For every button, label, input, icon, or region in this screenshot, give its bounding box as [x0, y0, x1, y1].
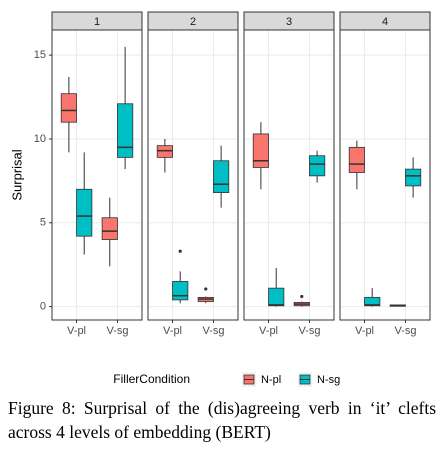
outlier	[178, 249, 182, 253]
box	[213, 160, 230, 194]
x-tick-label: V-sg	[298, 325, 320, 337]
box	[252, 133, 269, 168]
outlier	[300, 294, 304, 299]
box	[405, 168, 422, 187]
facet-title: 4	[382, 16, 388, 28]
x-tick-label: V-pl	[163, 325, 182, 337]
x-tick-label: V-pl	[67, 325, 86, 337]
facet-title: 3	[286, 16, 292, 28]
y-tick-label: 5	[40, 217, 46, 229]
panel-border	[147, 29, 239, 321]
box	[156, 145, 173, 158]
box	[309, 155, 326, 177]
x-tick-label: V-pl	[355, 325, 374, 337]
legend-label: N-sg	[317, 374, 340, 386]
panel-border	[339, 29, 431, 321]
chart: Surprisal FillerCondition 0 5 10 15 1 V-pl V-s…	[9, 11, 431, 387]
x-tick-label: V-sg	[106, 325, 128, 337]
outlier	[204, 287, 208, 291]
box	[364, 296, 381, 307]
panel-border	[51, 29, 143, 321]
y-tick-label: 10	[34, 133, 46, 145]
y-axis-label: Surprisal	[9, 149, 24, 200]
caption: Figure 8: Surprisal of the (dis)agreeing…	[8, 398, 436, 442]
box	[101, 217, 118, 240]
panel-border	[243, 29, 335, 321]
x-tick-label: V-pl	[259, 325, 278, 337]
legend-title: FillerCondition	[113, 372, 190, 386]
box	[268, 287, 285, 307]
box	[172, 281, 189, 301]
box	[348, 146, 365, 173]
x-tick-label: V-sg	[202, 325, 224, 337]
panel	[52, 30, 142, 320]
box	[76, 188, 93, 237]
box	[117, 103, 134, 158]
legend-label: N-pl	[261, 374, 281, 386]
facet-title: 1	[94, 16, 100, 28]
y-tick-label: 15	[34, 49, 46, 61]
box	[60, 93, 77, 123]
x-tick-label: V-sg	[394, 325, 416, 337]
y-tick-label: 0	[40, 300, 46, 312]
facet-title: 2	[190, 16, 196, 28]
